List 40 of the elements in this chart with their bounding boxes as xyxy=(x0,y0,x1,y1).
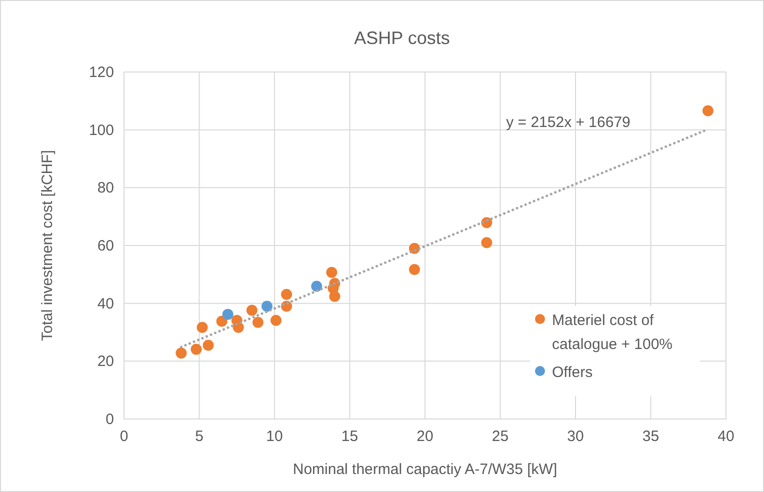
point xyxy=(232,322,244,333)
x-tick-label: 5 xyxy=(195,428,204,445)
x-tick-label: 35 xyxy=(642,428,660,445)
point xyxy=(270,314,282,326)
point xyxy=(408,264,420,275)
x-tick-label: 25 xyxy=(492,428,509,445)
y-tick-label: 0 xyxy=(106,411,114,428)
point xyxy=(176,348,187,359)
y-tick-label: 20 xyxy=(97,353,114,370)
x-tick-label: 30 xyxy=(567,428,584,445)
x-tick-label: 10 xyxy=(266,428,283,445)
point xyxy=(190,344,202,355)
y-tick-label: 60 xyxy=(97,238,114,254)
point xyxy=(216,316,228,327)
y-tick-label: 120 xyxy=(88,64,114,81)
point xyxy=(222,308,234,320)
y-tick-label: 40 xyxy=(97,295,114,312)
x-tick-label: 20 xyxy=(416,428,434,445)
point xyxy=(252,316,264,328)
x-tick-label: 15 xyxy=(341,428,358,445)
point xyxy=(261,300,272,312)
x-tick-label: 40 xyxy=(718,428,734,445)
y-axis-title: Total investment cost [kCHF] xyxy=(39,150,56,341)
x-axis-title: Nominal thermal capactiy A-7/W35 [kW] xyxy=(292,461,558,478)
point xyxy=(326,266,338,278)
x-tick-label: 0 xyxy=(120,428,128,445)
point xyxy=(246,304,258,316)
point xyxy=(196,322,208,333)
point xyxy=(311,280,322,292)
point xyxy=(281,288,292,300)
annotation: y = 2152x + 16679 xyxy=(506,114,630,131)
point xyxy=(702,105,714,116)
y-tick-label: 80 xyxy=(97,180,114,197)
chart-title: ASHP costs xyxy=(354,28,450,48)
y-tick-label: 100 xyxy=(88,122,114,139)
point xyxy=(329,290,340,302)
legend-label: Offers xyxy=(552,364,593,381)
point xyxy=(481,237,492,248)
legend-label: Materiel cost of catalogue + 100% xyxy=(552,312,673,353)
point xyxy=(202,340,214,351)
